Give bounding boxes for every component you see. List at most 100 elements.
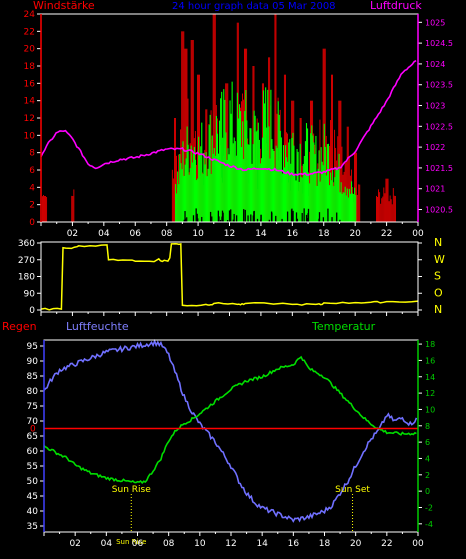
y-left-tick-label: 12 [24, 114, 35, 124]
mean-bar [298, 181, 300, 222]
mean-bar [237, 118, 239, 222]
mean-bar [323, 123, 325, 222]
humidity-line [43, 338, 418, 523]
y-left-tick-label: 16 [24, 79, 36, 89]
rain-label: Regen [2, 320, 37, 333]
y-left-tick-label: 180 [18, 273, 35, 283]
mean-bar [244, 111, 246, 222]
x-tick-label: 06 [130, 229, 142, 239]
mean-bar [275, 145, 277, 222]
wind-panel-axes: 02 04 06 08 10 12 14 16 18 20 22 000246810121416182… [24, 10, 453, 239]
y-left-tick-label: 0 [29, 218, 35, 228]
calm-gap [322, 217, 325, 222]
mean-bar [213, 148, 215, 222]
rain-value-label: 0 [30, 425, 36, 435]
mean-bar [310, 133, 312, 222]
x-tick-label: 22 [381, 539, 392, 549]
x-tick-label: 22 [381, 229, 392, 239]
mean-bar [353, 194, 355, 222]
mean-bar [206, 176, 208, 222]
mean-bar [339, 192, 341, 222]
calm-gap [296, 218, 299, 222]
mean-bar [320, 147, 322, 222]
gust-bar [334, 129, 336, 222]
mean-bar [238, 104, 241, 222]
y-left-tick-label: 65 [27, 432, 38, 442]
gust-bar [214, 14, 216, 222]
y-left-tick-label: 50 [27, 477, 39, 487]
mean-bar [269, 158, 271, 222]
mean-bar [261, 137, 264, 222]
y-right-tick-label: 16 [425, 356, 435, 365]
y-right-tick-label: 1023 [425, 102, 445, 111]
pressure-label: Luftdruck [370, 0, 422, 12]
calm-gap [211, 216, 213, 222]
gust-bar [72, 196, 74, 222]
y-right-tick-label: 1022.5 [425, 122, 453, 131]
gust-bar [354, 152, 355, 222]
mean-bar [315, 135, 317, 222]
humidity-temp-panel: Regen Luftfeuchte Temperatur 0 Sun Rise S… [2, 320, 435, 549]
gust-bar [346, 126, 348, 222]
mean-bar [177, 171, 179, 222]
y-right-tick-label: 6 [425, 438, 430, 447]
calm-gap [318, 212, 321, 222]
wind-calm-strip [183, 208, 341, 222]
calm-gap [327, 208, 329, 222]
mean-bar [221, 91, 223, 223]
gust-bar [387, 178, 389, 222]
mean-bar [260, 158, 263, 222]
gust-bar [181, 31, 183, 223]
calm-gap [250, 214, 252, 222]
mean-bar [319, 181, 321, 222]
y-left-tick-label: 90 [24, 289, 36, 299]
mean-bar [340, 182, 342, 222]
y-right-tick-label: S [434, 270, 441, 283]
gust-bar [341, 146, 343, 222]
calm-gap [184, 211, 186, 222]
mean-bar [321, 161, 323, 222]
x-tick-label: 20 [349, 229, 361, 239]
mean-bar [313, 142, 315, 222]
mean-bar [280, 137, 282, 222]
mean-bar [263, 90, 265, 222]
mean-bar [228, 154, 230, 222]
mean-bar [322, 165, 324, 222]
calm-gap [281, 218, 283, 222]
mean-bar [191, 162, 193, 222]
gust-bar [191, 40, 193, 222]
calm-gap [260, 214, 262, 222]
gust-bar [331, 74, 332, 223]
mean-bar [223, 89, 225, 222]
calm-gap [286, 211, 289, 222]
y-left-tick-label: 80 [27, 387, 39, 397]
gust-bar [269, 57, 271, 223]
y-left-tick-label: 4 [29, 183, 35, 193]
mean-bar [180, 163, 182, 222]
temperature-label: Temperatur [311, 320, 376, 333]
gust-bar [355, 152, 356, 222]
y-right-tick-label: 1023.5 [425, 81, 453, 90]
y-left-tick-label: 14 [24, 97, 36, 107]
mean-bar [293, 145, 295, 222]
calm-gap [235, 215, 238, 222]
x-tick-label: 00 [412, 229, 424, 239]
gust-bar [386, 178, 388, 222]
mean-bar [283, 167, 286, 222]
gust-bar [252, 66, 254, 222]
mean-bar [305, 123, 308, 222]
mean-bar [201, 122, 203, 222]
mean-bar [347, 197, 349, 222]
calm-gap [243, 209, 245, 222]
y-left-tick-label: 95 [27, 342, 38, 352]
mean-bar [211, 135, 213, 222]
mean-bar [328, 185, 331, 222]
y-left-tick-label: 10 [24, 131, 36, 141]
mean-bar [288, 142, 290, 222]
y-left-tick-label: 270 [18, 256, 35, 266]
mean-bar [246, 120, 248, 222]
gust-bar [300, 118, 302, 222]
mean-bar [309, 183, 311, 222]
mean-bar [278, 114, 280, 222]
mean-bar [271, 139, 273, 222]
